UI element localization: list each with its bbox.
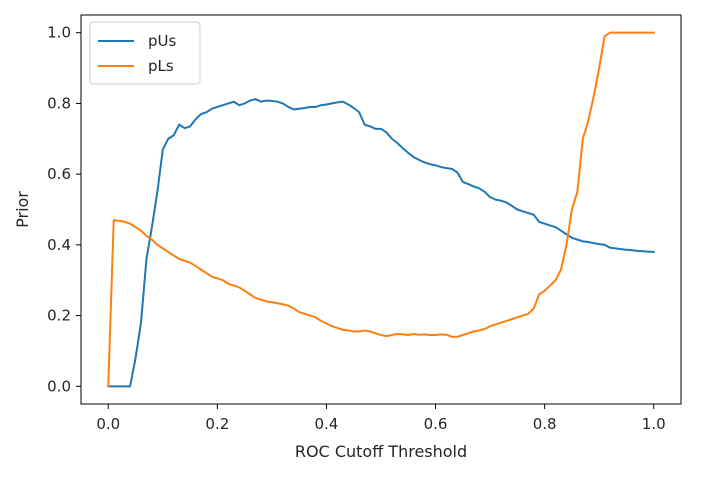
y-tick-label: 0.6	[47, 165, 71, 183]
x-tick-label: 0.4	[315, 415, 339, 433]
y-axis-label: Prior	[13, 191, 32, 228]
legend-label: pLs	[148, 57, 174, 75]
y-tick-label: 0.0	[47, 377, 71, 395]
x-axis-ticks: 0.0 0.2 0.4 0.6 0.8 1.0	[96, 404, 666, 433]
legend-box	[89, 21, 201, 85]
legend-label: pUs	[148, 32, 177, 50]
y-tick-label: 0.2	[47, 307, 71, 325]
series-line-pLs	[107, 31, 655, 388]
x-tick-label: 1.0	[642, 415, 666, 433]
plot-area-frame	[80, 14, 682, 405]
x-axis-label: ROC Cutoff Threshold	[295, 442, 467, 461]
y-axis-ticks: 0.0 0.2 0.4 0.6 0.8 1.0	[47, 24, 81, 395]
y-tick-label: 0.4	[47, 236, 71, 254]
series-layer	[107, 31, 655, 388]
x-tick-label: 0.2	[205, 415, 229, 433]
x-tick-label: 0.6	[424, 415, 448, 433]
legend: pUs pLs	[89, 21, 201, 85]
series-line-pUs	[107, 98, 655, 388]
y-tick-label: 1.0	[47, 24, 71, 42]
x-tick-label: 0.8	[533, 415, 557, 433]
y-tick-label: 0.8	[47, 94, 71, 112]
x-tick-label: 0.0	[96, 415, 120, 433]
